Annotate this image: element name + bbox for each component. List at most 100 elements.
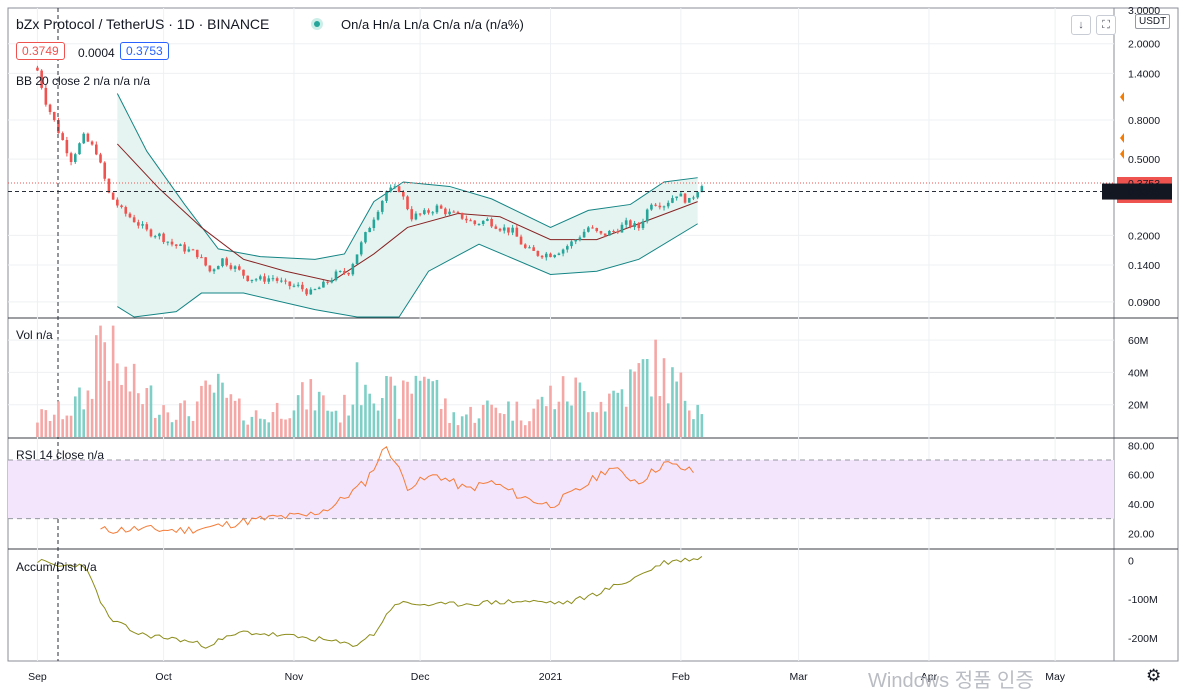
ask-price-box[interactable]: 0.3753 (120, 42, 169, 60)
volume-bar (237, 398, 241, 437)
volume-bar (359, 405, 363, 437)
candle-body (452, 211, 456, 213)
candle-body (242, 269, 245, 276)
candle-body (44, 87, 48, 105)
rsi-legend[interactable]: RSI 14 close n/a (16, 448, 105, 462)
time-tick-label: Dec (411, 671, 430, 683)
candle-body (187, 249, 191, 252)
candle-body (544, 253, 548, 258)
volume-bar (389, 376, 392, 437)
volume-bar (566, 401, 569, 437)
volume-bar (549, 385, 552, 437)
candle-body (523, 244, 527, 248)
candle-body (259, 276, 262, 280)
volume-bar (465, 414, 468, 437)
candle-body (418, 213, 422, 215)
candle-body (216, 266, 220, 270)
candle-body (540, 255, 544, 258)
candle-body (423, 210, 426, 214)
candle-body (275, 278, 279, 281)
candle-body (208, 265, 212, 272)
candle-body (595, 228, 599, 232)
volume-bar (456, 425, 460, 437)
volume-bar (637, 363, 641, 437)
volume-bar (532, 408, 535, 437)
candle-body (511, 227, 514, 233)
bid-price-box[interactable]: 0.3749 (16, 42, 65, 60)
candle-body (99, 154, 102, 163)
volume-bar (259, 418, 262, 437)
volume-bar (385, 375, 388, 437)
currency-label[interactable]: USDT (1135, 14, 1171, 29)
volume-bar (65, 415, 69, 437)
candle-body (204, 257, 207, 266)
volume-bar (204, 380, 207, 437)
volume-bar (427, 378, 430, 437)
candle-body (519, 236, 523, 245)
volume-bar (696, 404, 699, 437)
volume-bar (334, 410, 338, 437)
volume-bar (620, 389, 624, 437)
candle-body (431, 212, 435, 214)
volume-bar (452, 412, 456, 437)
volume-bar (599, 401, 603, 437)
volume-bar (528, 421, 531, 437)
candle-body (263, 276, 266, 282)
symbol-title[interactable]: bZx Protocol / TetherUS · 1D · BINANCE (16, 16, 270, 32)
volume-bar (587, 412, 590, 437)
time-tick-label: Feb (672, 671, 690, 683)
settings-gear-icon[interactable]: ⚙ (1146, 666, 1162, 685)
volume-bar (679, 372, 683, 437)
candle-body (338, 270, 342, 272)
volume-bar (90, 398, 94, 437)
candle-body (296, 284, 300, 286)
chart-border (7, 7, 1179, 662)
volume-bar (616, 392, 620, 437)
candle-body (687, 197, 691, 203)
volume-bar (368, 393, 371, 437)
volume-bar (666, 403, 670, 437)
market-status-dot[interactable] (311, 18, 323, 30)
candle-body (36, 67, 39, 71)
candle-body (292, 285, 296, 287)
add-alert-plus-icon (1102, 183, 1117, 200)
bb-legend[interactable]: BB 20 close 2 n/a n/a n/a (16, 74, 151, 88)
volume-bar (73, 396, 77, 437)
volume-bar (553, 409, 556, 437)
volume-bar (364, 384, 367, 437)
candle-body (364, 232, 367, 243)
volume-bar (242, 420, 245, 437)
candle-body (288, 281, 292, 287)
volume-bar (380, 398, 384, 437)
candle-body (633, 223, 636, 228)
vol-legend[interactable]: Vol n/a (16, 328, 53, 342)
volume-bar (128, 391, 132, 437)
volume-bar (225, 397, 228, 437)
scroll-down-button[interactable]: ↓ (1071, 15, 1091, 35)
candle-body (116, 199, 119, 206)
ohlc-values: On/a Hn/a Ln/a Cn/a n/a (n/a%) (341, 17, 524, 32)
volume-bar (153, 417, 157, 437)
volume-bar (469, 406, 472, 437)
candle-body (402, 191, 405, 197)
candle-body (57, 120, 60, 134)
candle-body (90, 141, 94, 145)
volume-bar (229, 394, 233, 437)
candle-body (250, 279, 254, 282)
volume-bar (338, 422, 342, 437)
volume-bar (578, 382, 582, 437)
volume-bar (187, 416, 191, 437)
volume-bar (208, 384, 212, 437)
ad-legend[interactable]: Accum/Dist n/a (16, 560, 97, 574)
candle-body (679, 193, 683, 197)
fullscreen-button[interactable]: ⛶ (1096, 15, 1116, 35)
candle-body (65, 139, 69, 154)
volume-bar (103, 342, 107, 437)
candle-body (662, 206, 666, 208)
spread-value: 0.0004 (78, 46, 115, 60)
accum-dist-line (37, 556, 703, 649)
candle-body (376, 211, 380, 220)
candle-body (612, 230, 615, 232)
volume-bar (107, 380, 111, 437)
